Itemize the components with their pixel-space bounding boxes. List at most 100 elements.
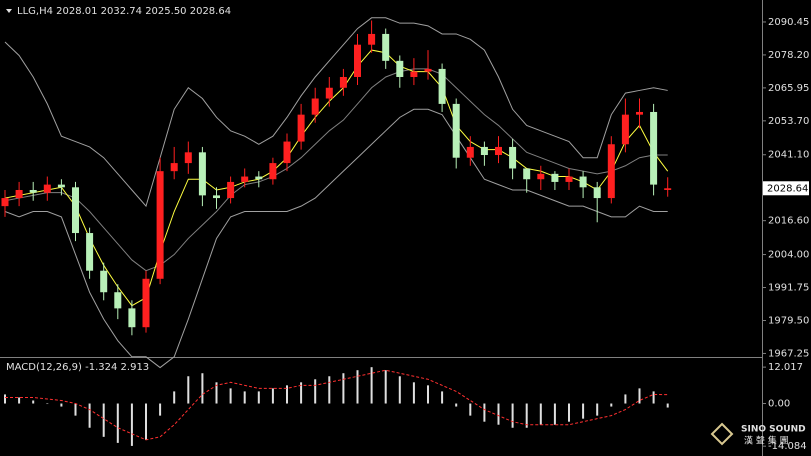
macd-bar [483, 403, 486, 422]
candle-body [339, 76, 347, 88]
candle-body [198, 152, 206, 196]
candle-body [565, 176, 573, 182]
y-tick-label: 2041.10 [768, 150, 809, 161]
macd-bar [610, 403, 613, 407]
y-tick-label: -14.084 [768, 441, 807, 452]
price-tag-label: 2028.64 [767, 183, 808, 194]
macd-bar [596, 403, 599, 416]
y-tick-label: 1967.25 [768, 348, 809, 359]
candle-body [156, 171, 164, 279]
candle-body [255, 176, 263, 180]
macd-bar [201, 373, 204, 404]
logo: SINO SOUND 漢 聲 集 團 [710, 422, 806, 447]
candle-body [325, 87, 333, 99]
candle-body [636, 111, 643, 115]
candle-body [495, 146, 502, 156]
candle-body [184, 152, 192, 164]
candle-body [593, 187, 601, 199]
macd-bar [342, 373, 345, 404]
macd-bar [553, 403, 556, 425]
logo-text: SINO SOUND [741, 425, 806, 435]
y-tick-label: 1991.75 [768, 283, 809, 294]
macd-bar [666, 403, 669, 408]
macd-bar [130, 403, 133, 446]
macd-bar [384, 370, 387, 404]
macd-bar [412, 382, 415, 404]
macd-bar [328, 376, 331, 404]
macd-bar [74, 403, 77, 416]
macd-bar [441, 391, 444, 404]
candle-body [297, 114, 305, 142]
macd-bar [511, 403, 514, 428]
macd-bar [638, 388, 641, 404]
macd-bar [539, 403, 542, 425]
candle-body [551, 173, 559, 182]
candle-body [43, 184, 51, 193]
y-tick-label: 1979.50 [768, 315, 809, 326]
candle-body [86, 233, 94, 271]
macd-bar [370, 367, 373, 404]
y-tick-label: 0.00 [768, 399, 790, 410]
candle-body [114, 292, 122, 309]
macd-bar [88, 403, 91, 428]
candle-body [128, 308, 136, 328]
candle-body [142, 278, 150, 328]
candle-body [227, 181, 235, 199]
chart-title: LLG,H4 2028.01 2032.74 2025.50 2028.64 [17, 6, 231, 17]
macd-bar [145, 403, 147, 440]
macd-bar [60, 403, 63, 407]
macd-bar [582, 403, 585, 419]
candle-body [29, 189, 37, 193]
macd-bar [455, 403, 458, 407]
macd-bar [257, 391, 260, 404]
candle-body [410, 71, 418, 77]
macd-bar [215, 382, 218, 404]
y-tick-label: 12.017 [768, 362, 803, 373]
macd-bar [159, 403, 162, 416]
macd-bar [398, 376, 401, 404]
macd-bar [102, 403, 105, 437]
menu-icon [6, 9, 12, 13]
macd-bar [271, 388, 274, 404]
candle-body [72, 187, 79, 234]
macd-bar [229, 388, 232, 404]
macd-bar [4, 394, 6, 404]
candle-body [607, 144, 615, 199]
candle-body [269, 163, 277, 180]
macd-bar [356, 370, 359, 404]
candle-body [650, 111, 658, 185]
y-tick-label: 2053.70 [768, 116, 809, 127]
candle-body [1, 198, 9, 207]
candle-body [213, 195, 220, 199]
y-tick-label: 2004.00 [768, 250, 809, 261]
candle-body [579, 176, 587, 188]
candle-body [523, 168, 531, 180]
candle-body [15, 189, 23, 199]
macd-bar [624, 394, 627, 404]
y-tick-label: 2090.45 [768, 17, 809, 28]
macd-bar [652, 391, 655, 404]
candle-body [283, 141, 291, 164]
macd-bar [173, 391, 176, 404]
candle-body [537, 173, 545, 180]
candle-body [452, 103, 460, 158]
macd-bar [300, 382, 303, 404]
price-tag [763, 181, 809, 196]
macd-bar [116, 403, 119, 443]
candle-body [466, 146, 474, 158]
y-tick-label: 2078.20 [768, 50, 809, 61]
macd-bar [46, 403, 49, 405]
macd-bar [497, 403, 500, 425]
candle-body [368, 33, 376, 45]
candle-body [396, 60, 404, 77]
candle-body [382, 33, 390, 61]
candle-body [621, 114, 629, 145]
macd-bar [243, 391, 246, 404]
candle-body [311, 98, 319, 115]
macd-bar [187, 376, 190, 404]
logo-subtext: 漢 聲 集 團 [744, 435, 789, 447]
indicator-line [4, 108, 668, 369]
candle-body [354, 44, 361, 77]
